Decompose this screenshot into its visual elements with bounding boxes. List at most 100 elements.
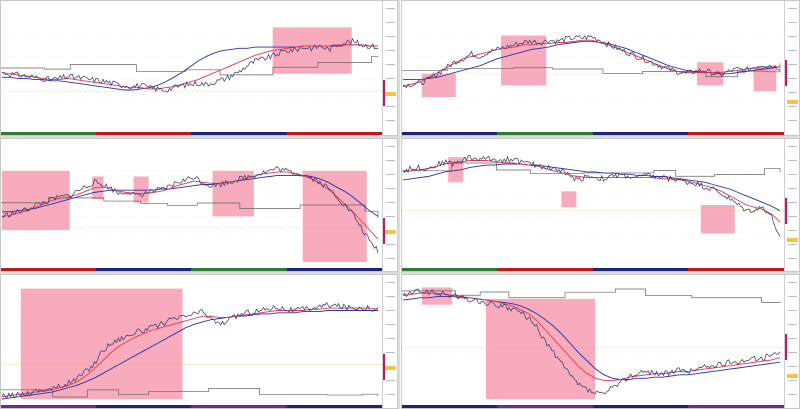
axis-tick (386, 36, 395, 37)
axis-tick (386, 8, 395, 9)
price-chart[interactable] (401, 0, 784, 132)
axis-tick (386, 282, 395, 283)
slow-moving-average (1, 310, 378, 400)
axis-tick (386, 50, 395, 51)
fast-moving-average (1, 307, 379, 398)
price-tag (787, 238, 798, 242)
chart-panel-6[interactable] (401, 274, 800, 409)
axis-tick (386, 78, 395, 79)
session-segment (688, 405, 784, 408)
session-segment (95, 268, 191, 271)
chart-panel-5[interactable] (0, 274, 398, 409)
axis-tick (788, 188, 797, 189)
axis-tick (788, 146, 797, 147)
axis-tick (788, 380, 797, 381)
time-axis-strip (0, 405, 382, 408)
axis-tick (386, 244, 395, 245)
axis-tick (386, 338, 395, 339)
axis-tick (386, 120, 395, 121)
step-line (401, 63, 781, 78)
price-chart[interactable] (401, 138, 784, 268)
axis-tick (386, 188, 395, 189)
price-axis[interactable] (784, 274, 800, 409)
price-axis[interactable] (784, 0, 800, 136)
slow-moving-average (402, 163, 781, 212)
price-chart[interactable] (0, 138, 382, 268)
session-segment (496, 268, 593, 271)
axis-tick (788, 366, 797, 367)
highlight-zone (2, 170, 70, 231)
axis-tick (788, 174, 797, 175)
axis-tick (788, 216, 797, 217)
axis-tick (386, 296, 395, 297)
axis-tick (788, 310, 797, 311)
price-tag (787, 100, 798, 104)
session-segment (191, 268, 287, 271)
step-line (0, 197, 379, 218)
axis-tick (788, 352, 797, 353)
axis-tick (788, 120, 797, 121)
chart-panel-2[interactable] (401, 0, 800, 136)
axis-tick (788, 258, 797, 259)
axis-tick (386, 202, 395, 203)
axis-tick (386, 352, 395, 353)
highlight-zone (700, 205, 735, 234)
price-tag (787, 374, 798, 378)
session-segment (95, 405, 191, 408)
price-chart[interactable] (0, 0, 382, 132)
time-axis-strip (401, 132, 784, 135)
axis-tick (788, 92, 797, 93)
axis-tick (386, 146, 395, 147)
session-segment (496, 132, 593, 135)
step-line (401, 288, 781, 303)
price-line (402, 34, 780, 89)
session-segment (286, 405, 382, 408)
panel-divider-vertical[interactable] (398, 0, 400, 409)
panel-divider-horizontal[interactable] (0, 272, 800, 274)
price-line (1, 301, 379, 399)
axis-tick (386, 106, 395, 107)
axis-tick (788, 338, 797, 339)
highlight-zone (561, 191, 577, 208)
session-segment (191, 405, 287, 408)
price-line (402, 288, 781, 395)
axis-tick (788, 8, 797, 9)
price-axis[interactable] (382, 274, 398, 409)
axis-tick (386, 380, 395, 381)
session-segment (191, 132, 287, 135)
session-segment (0, 132, 96, 135)
session-segment (496, 405, 593, 408)
axis-tick (386, 310, 395, 311)
session-segment (286, 132, 382, 135)
axis-tick (788, 160, 797, 161)
axis-tick (788, 324, 797, 325)
price-chart[interactable] (401, 274, 784, 405)
current-price-marker (785, 198, 787, 224)
axis-tick (788, 106, 797, 107)
step-line (0, 388, 379, 398)
price-axis[interactable] (382, 138, 398, 272)
panel-divider-horizontal[interactable] (0, 136, 800, 138)
price-line (402, 154, 781, 237)
slow-moving-average (2, 174, 379, 217)
axis-tick (788, 50, 797, 51)
fast-moving-average (402, 292, 781, 382)
price-axis[interactable] (382, 0, 398, 136)
chart-panel-4[interactable] (401, 138, 800, 272)
axis-tick (788, 64, 797, 65)
axis-tick (788, 22, 797, 23)
price-axis[interactable] (784, 138, 800, 272)
highlight-zone (20, 288, 183, 399)
session-segment (401, 405, 497, 408)
axis-tick (386, 324, 395, 325)
price-chart[interactable] (0, 274, 382, 405)
chart-panel-3[interactable] (0, 138, 398, 272)
time-axis-strip (401, 268, 784, 271)
session-segment (688, 268, 784, 271)
session-segment (0, 405, 96, 408)
axis-tick (386, 258, 395, 259)
chart-panel-1[interactable] (0, 0, 398, 136)
session-segment (592, 132, 689, 135)
axis-tick (788, 282, 797, 283)
